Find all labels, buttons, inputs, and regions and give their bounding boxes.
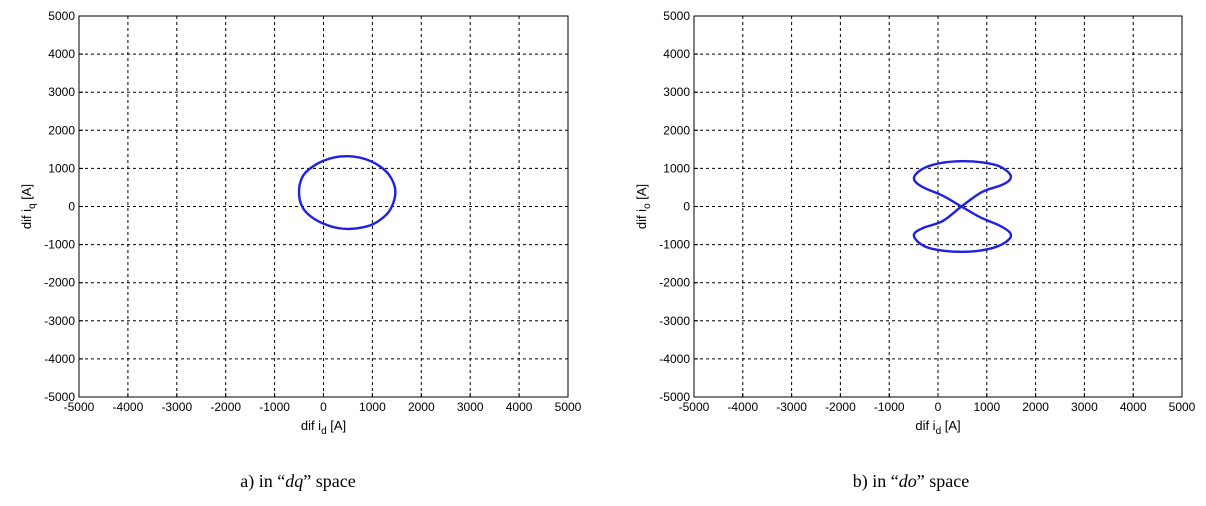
- y-axis-label: dif io [A]: [634, 184, 653, 229]
- x-tick-label: 4000: [506, 400, 533, 414]
- y-tick-label: 5000: [48, 9, 75, 23]
- y-tick-label: -3000: [659, 314, 690, 328]
- y-tick-label: 0: [683, 200, 690, 214]
- x-tick-label: 0: [935, 400, 942, 414]
- chart-panel-dq: -5000 -4000 -3000 -2000 -1000 0 1000 2000 3000 40…: [19, 9, 582, 492]
- x-tick-label: -4000: [727, 400, 758, 414]
- y-tick-label: -1000: [659, 238, 690, 252]
- x-tick-label: 4000: [1120, 400, 1147, 414]
- x-tick-label: -5000: [679, 400, 710, 414]
- x-tick-label: -5000: [64, 400, 95, 414]
- chart-panel-do: -5000 -4000 -3000 -2000 -1000 0 1000 2000 3000 40…: [634, 9, 1196, 492]
- x-tick-label: -4000: [113, 400, 144, 414]
- y-tick-label: -2000: [44, 276, 75, 290]
- x-axis-label: dif id [A]: [915, 418, 960, 437]
- y-axis-label: dif iq [A]: [19, 184, 38, 229]
- y-tick-label: 3000: [48, 85, 75, 99]
- x-tick-label: 3000: [457, 400, 484, 414]
- y-tick-label: -4000: [659, 352, 690, 366]
- x-tick-label: -1000: [874, 400, 905, 414]
- x-tick-label: 5000: [1169, 400, 1196, 414]
- y-tick-label: -5000: [44, 390, 75, 404]
- y-tick-label: -1000: [44, 238, 75, 252]
- y-tick-label: -3000: [44, 314, 75, 328]
- y-tick-label: 2000: [663, 123, 690, 137]
- x-tick-label: 2000: [1022, 400, 1049, 414]
- x-tick-label: 2000: [408, 400, 435, 414]
- y-tick-label: 2000: [48, 123, 75, 137]
- data-series-curve: [297, 155, 397, 231]
- x-axis-label: dif id [A]: [301, 418, 346, 437]
- x-tick-label: -3000: [776, 400, 807, 414]
- x-tick-label: -2000: [825, 400, 856, 414]
- y-tick-label: -2000: [659, 276, 690, 290]
- y-tick-label: 4000: [663, 47, 690, 61]
- x-tick-label: 1000: [973, 400, 1000, 414]
- x-tick-label: -2000: [210, 400, 241, 414]
- y-tick-label: -5000: [659, 390, 690, 404]
- figure-caption: b) in “do” space: [853, 471, 969, 492]
- x-tick-label: -3000: [161, 400, 192, 414]
- data-series-curve: [912, 159, 1013, 254]
- figure-caption: a) in “dq” space: [240, 471, 355, 492]
- x-tick-label: 0: [320, 400, 327, 414]
- y-tick-label: 1000: [48, 161, 75, 175]
- y-tick-label: 1000: [663, 161, 690, 175]
- y-tick-label: 5000: [663, 9, 690, 23]
- y-tick-label: 4000: [48, 47, 75, 61]
- x-tick-label: 3000: [1071, 400, 1098, 414]
- y-tick-label: 3000: [663, 85, 690, 99]
- x-tick-label: -1000: [259, 400, 290, 414]
- x-tick-label: 5000: [555, 400, 582, 414]
- y-tick-label: -4000: [44, 352, 75, 366]
- y-tick-label: 0: [68, 200, 75, 214]
- x-tick-label: 1000: [359, 400, 386, 414]
